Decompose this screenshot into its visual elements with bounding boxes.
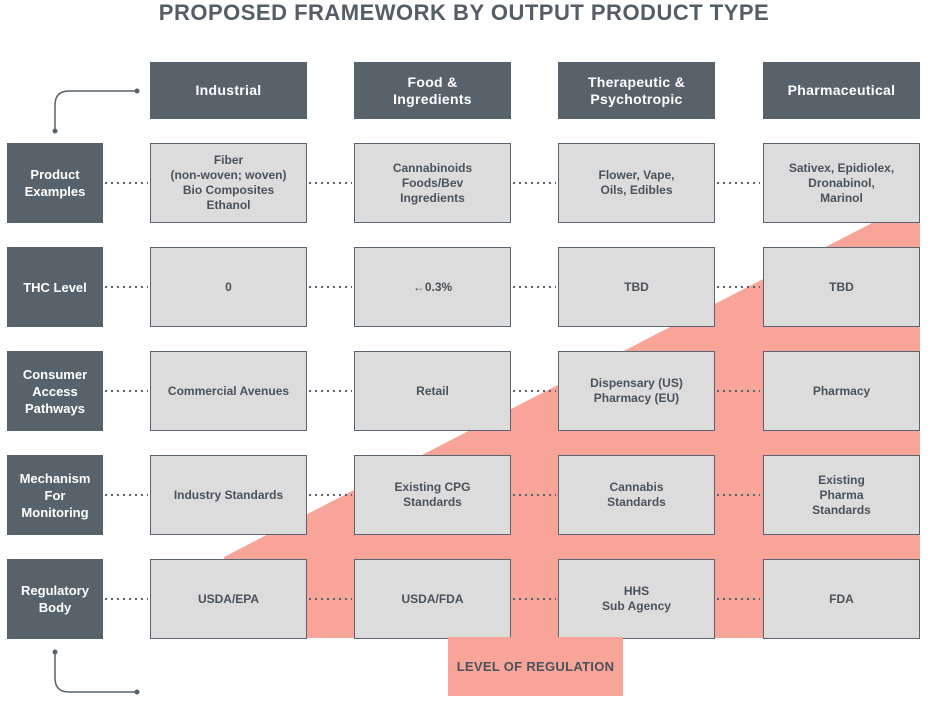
bottom-connector-line [54,652,135,693]
column-header-food: Food & Ingredients [354,62,511,119]
cell-monitoring-pharmaceutical: Existing Pharma Standards [763,455,920,535]
cell-monitoring-industrial: Industry Standards [150,455,307,535]
cell-product-pharmaceutical: Sativex, Epidiolex, Dronabinol, Marinol [763,143,920,223]
level-of-regulation-label: LEVEL OF REGULATION [448,637,623,696]
column-header-industrial: Industrial [150,62,307,119]
cell-access-pharmaceutical: Pharmacy [763,351,920,431]
cell-thc-therapeutic: TBD [558,247,715,327]
diagram-title: PROPOSED FRAMEWORK BY OUTPUT PRODUCT TYP… [158,0,770,25]
cell-thc-food: ←0.3% [354,247,511,327]
row-label-regulatory-body: Regulatory Body [7,559,103,639]
column-header-therapeutic: Therapeutic & Psychotropic [558,62,715,119]
row-label-consumer-access: Consumer Access Pathways [7,351,103,431]
row-label-mechanism: Mechanism For Monitoring [7,455,103,535]
cell-monitoring-therapeutic: Cannabis Standards [558,455,715,535]
cell-product-therapeutic: Flower, Vape, Oils, Edibles [558,143,715,223]
top-connector-line [54,90,135,131]
cell-access-industrial: Commercial Avenues [150,351,307,431]
row-label-product-examples: Product Examples [7,143,103,223]
cell-monitoring-food: Existing CPG Standards [354,455,511,535]
cell-regulatory-pharmaceutical: FDA [763,559,920,639]
cell-thc-industrial: 0 [150,247,307,327]
cell-access-food: Retail [354,351,511,431]
column-header-pharmaceutical: Pharmaceutical [763,62,920,119]
cell-thc-pharmaceutical: TBD [763,247,920,327]
cell-regulatory-therapeutic: HHS Sub Agency [558,559,715,639]
cell-product-industrial: Fiber (non-woven; woven) Bio Composites … [150,143,307,223]
cell-product-food: Cannabinoids Foods/Bev Ingredients [354,143,511,223]
cell-regulatory-food: USDA/FDA [354,559,511,639]
cell-access-therapeutic: Dispensary (US) Pharmacy (EU) [558,351,715,431]
cell-regulatory-industrial: USDA/EPA [150,559,307,639]
row-label-thc-level: THC Level [7,247,103,327]
